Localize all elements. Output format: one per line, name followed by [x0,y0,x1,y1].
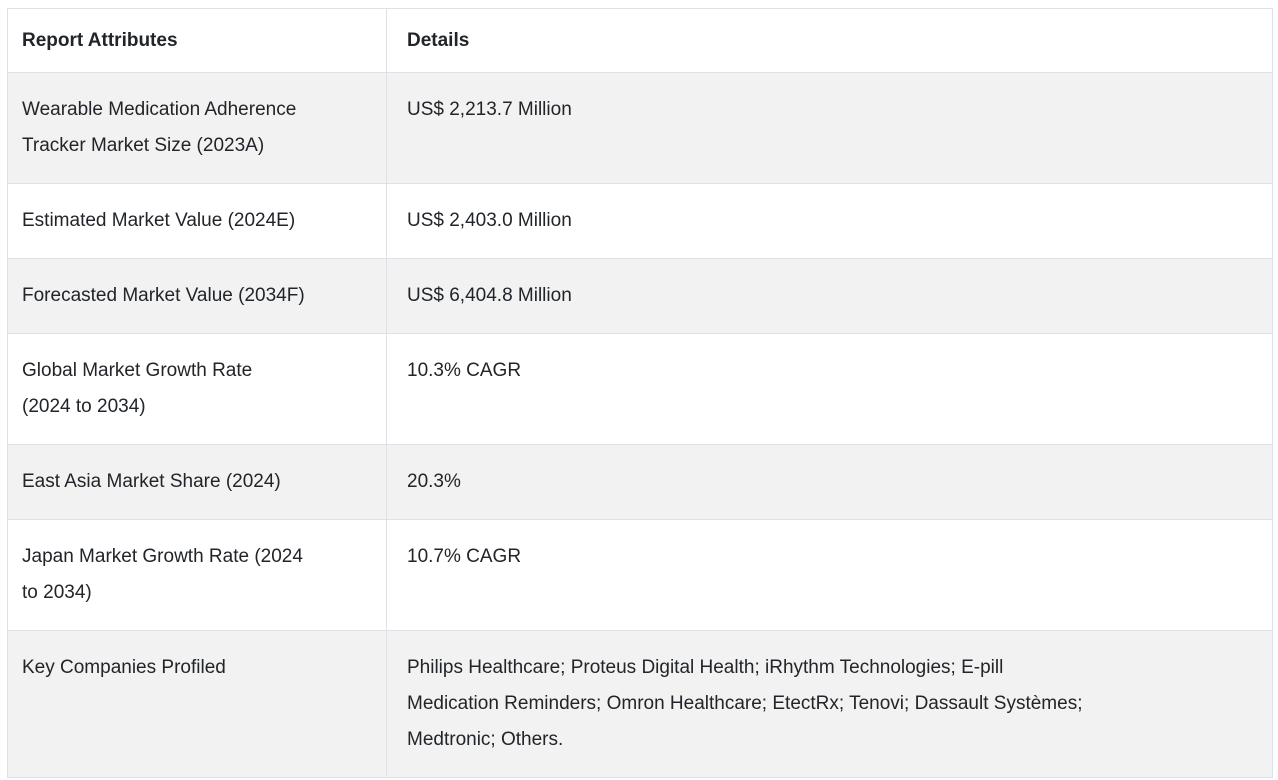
table-row: East Asia Market Share (2024) 20.3% [7,444,1273,520]
report-attribute-cell: Key Companies Profiled [7,630,387,778]
table-row: Forecasted Market Value (2034F) US$ 6,404… [7,258,1273,334]
detail-cell: 10.3% CAGR [386,333,1273,445]
column-header-report-attributes: Report Attributes [7,8,387,73]
report-attribute-cell: Estimated Market Value (2024E) [7,183,387,259]
table-row: Wearable Medication Adherence Tracker Ma… [7,72,1273,184]
report-attribute-cell: Global Market Growth Rate (2024 to 2034) [7,333,387,445]
report-attribute-cell: Wearable Medication Adherence Tracker Ma… [7,72,387,184]
table-row: Estimated Market Value (2024E) US$ 2,403.… [7,183,1273,259]
report-attribute-cell: East Asia Market Share (2024) [7,444,387,520]
column-header-details: Details [386,8,1273,73]
detail-cell: 10.7% CAGR [386,519,1273,631]
report-attribute-cell: Forecasted Market Value (2034F) [7,258,387,334]
table-row: Key Companies Profiled Philips Healthcare… [7,630,1273,778]
detail-cell: 20.3% [386,444,1273,520]
detail-cell: US$ 2,213.7 Million [386,72,1273,184]
report-attribute-cell: Japan Market Growth Rate (2024 to 2034) [7,519,387,631]
table-header-row: Report Attributes Details [7,8,1273,73]
table-body: Wearable Medication Adherence Tracker Ma… [7,72,1273,778]
report-attributes-table: Report Attributes Details Wearable Medic… [7,8,1273,778]
table-row: Global Market Growth Rate (2024 to 2034)… [7,333,1273,445]
detail-cell: Philips Healthcare; Proteus Digital Heal… [386,630,1273,778]
detail-cell: US$ 6,404.8 Million [386,258,1273,334]
table-row: Japan Market Growth Rate (2024 to 2034) 1… [7,519,1273,631]
detail-cell: US$ 2,403.0 Million [386,183,1273,259]
